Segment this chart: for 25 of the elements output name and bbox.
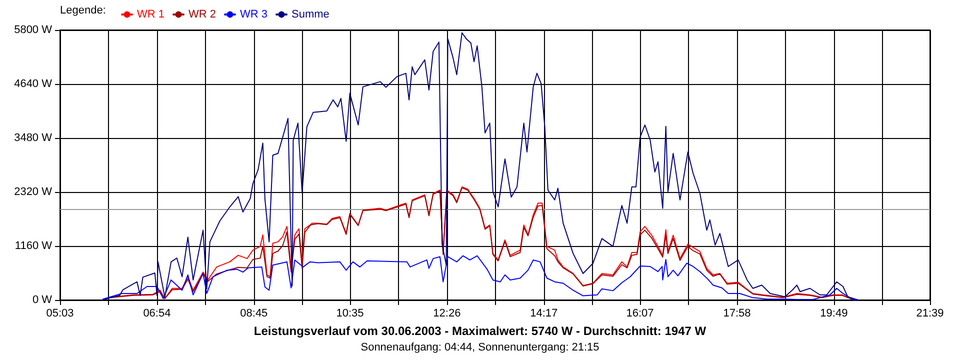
y-tick-label: 2320 W	[14, 186, 53, 198]
x-tick-label: 16:07	[626, 308, 654, 320]
text: Leistungsverlauf vom 30.06.2003 - Maximalwert: 5740 W - Durchschnitt: 1947 W	[254, 324, 707, 338]
x-tick-label: 05:03	[46, 308, 74, 320]
x-tick-label: 19:49	[820, 308, 848, 320]
line-series	[102, 255, 859, 300]
legend-label: Summe	[292, 8, 330, 20]
legend-label: WR 3	[240, 8, 268, 20]
x-tick-label: 14:17	[530, 308, 558, 320]
x-tick-label: 08:45	[240, 308, 268, 320]
x-tick-label: 12:26	[433, 308, 461, 320]
legend-title: Legende:	[60, 4, 106, 16]
y-tick-label: 4640 W	[14, 78, 53, 90]
x-tick-label: 06:54	[143, 308, 171, 320]
x-tick-label: 21:39	[916, 308, 944, 320]
legend-label: WR 1	[137, 8, 164, 20]
x-tick-label: 17:58	[723, 308, 751, 320]
y-tick-label: 0 W	[32, 294, 53, 306]
y-tick-label: 5800 W	[14, 24, 53, 36]
legend-label: WR 2	[188, 8, 216, 20]
y-tick-label: 1160 W	[14, 240, 53, 252]
text: Sonnenaufgang: 04:44, Sonnenuntergang: 21:15	[360, 342, 600, 354]
x-tick-label: 10:35	[336, 308, 364, 320]
line-series	[101, 32, 859, 300]
y-tick-label: 3480 W	[14, 132, 53, 144]
